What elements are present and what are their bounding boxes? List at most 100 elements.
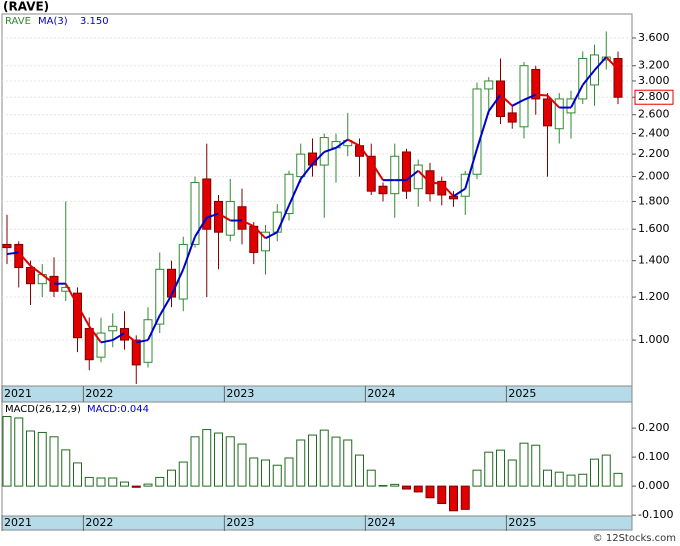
macd-bar [308, 434, 317, 487]
macd-bar [2, 416, 12, 487]
x-tick-label: 2022 [85, 387, 113, 400]
macd-bar [590, 458, 599, 487]
candle-body [190, 182, 200, 245]
macd-bar [225, 436, 235, 487]
candle-body [507, 112, 517, 123]
candle-body [554, 98, 564, 130]
ma-segment [41, 273, 55, 285]
y-tick-label: 1.000 [638, 333, 670, 346]
ma-segment [241, 219, 255, 228]
candle-body [2, 243, 12, 249]
ma-segment [311, 151, 325, 165]
macd-bar [143, 483, 153, 487]
ma-segment [76, 304, 91, 327]
macd-bar [484, 451, 494, 487]
macd-bar [601, 454, 611, 487]
macd-title: MACD(26,12,9) [5, 404, 81, 415]
ma-segment [6, 251, 19, 256]
macd-bar [155, 476, 165, 487]
ma-segment [570, 84, 584, 109]
macd-bar [449, 485, 458, 512]
x-tick-label: 2022 [85, 516, 113, 529]
macd-bar [131, 485, 141, 488]
y-tick-label: 1.200 [638, 290, 670, 303]
macd-bar [378, 485, 388, 487]
macd-bar [284, 457, 294, 487]
candle-body [484, 80, 494, 90]
ma-segment [593, 56, 607, 71]
candle-body [613, 57, 623, 98]
macd-value: MACD:0.044 [87, 404, 149, 415]
candle-body [449, 195, 458, 200]
candle-body [214, 200, 223, 233]
candle-body [108, 325, 118, 332]
ma-segment [464, 148, 478, 189]
candle-body [413, 164, 423, 190]
legend-ma: MA(3) [38, 16, 68, 27]
ma-segment [523, 93, 537, 101]
candle-body [543, 98, 552, 127]
macd-bar [26, 430, 35, 487]
macd-bar [178, 461, 188, 487]
x-tick-label: 2021 [4, 516, 32, 529]
ma-segment [206, 212, 219, 219]
macd-bar [390, 483, 400, 487]
ma-segment [476, 110, 490, 150]
candle-body [390, 155, 400, 195]
macd-bar [519, 442, 529, 487]
candle-body [519, 65, 529, 128]
ma-segment [17, 251, 32, 267]
macd-bar [613, 472, 623, 487]
x-tick-label: 2025 [508, 516, 536, 529]
candle-body [366, 155, 376, 192]
y-tick-label: 0.100 [638, 450, 670, 463]
macd-bar [343, 439, 353, 487]
macd-bar [366, 469, 376, 487]
y-tick-label: 3.200 [638, 59, 670, 72]
ma-segment [405, 169, 419, 181]
ma-segment [370, 161, 384, 181]
candle-body [96, 332, 106, 358]
candle-body [237, 206, 247, 230]
y-tick-label: 2.600 [638, 108, 670, 121]
macd-bar [272, 464, 282, 487]
chart-title: (RAVE) [3, 0, 49, 14]
macd-bar [108, 477, 118, 487]
candle-body [272, 211, 282, 233]
macd-bar [355, 454, 364, 487]
macd-bar [402, 485, 411, 490]
ma-segment [299, 163, 314, 180]
macd-bar [425, 485, 435, 499]
ma-segment [265, 231, 278, 240]
ma-segment [358, 145, 373, 163]
ma-segment [112, 332, 126, 341]
macd-bar [61, 449, 71, 487]
macd-bar [413, 485, 423, 493]
x-tick-label: 2023 [226, 387, 254, 400]
macd-bar [296, 439, 306, 487]
ma-segment [441, 183, 455, 197]
ma-segment [581, 69, 596, 86]
y-tick-label: 1.600 [638, 222, 670, 235]
x-tick-label: 2024 [367, 516, 395, 529]
legend-symbol: RAVE [5, 16, 31, 27]
ma-segment [147, 315, 161, 341]
candle-body [84, 328, 94, 361]
ma-segment [429, 181, 442, 185]
ma-segment [136, 339, 149, 344]
y-tick-label: 2.400 [638, 127, 670, 140]
candle-body [155, 268, 165, 325]
ma-segment [253, 225, 267, 239]
ma-segment [335, 138, 349, 149]
macd-bar [214, 432, 223, 487]
ma-segment [605, 56, 619, 71]
ma-segment [182, 236, 196, 270]
macd-bar [496, 449, 505, 487]
last-price-box [634, 89, 674, 105]
macd-bar [37, 431, 47, 487]
y-tick-label: 0.200 [638, 421, 670, 434]
legend-ma-value: 3.150 [80, 16, 109, 27]
candle-body [73, 292, 82, 339]
macd-bar [460, 485, 470, 510]
